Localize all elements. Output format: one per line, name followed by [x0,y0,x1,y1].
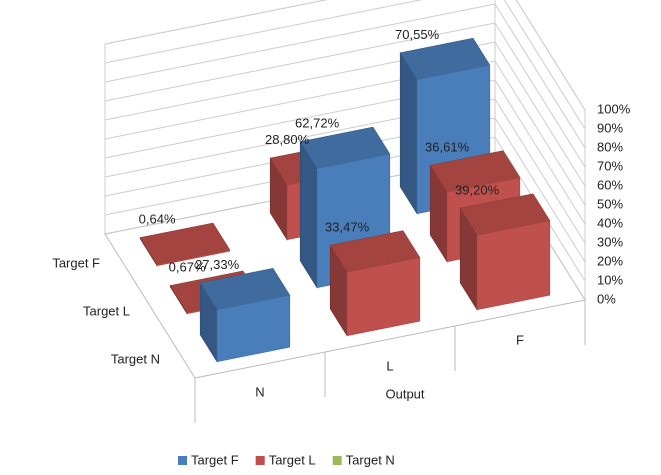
legend-swatch [178,456,187,465]
bar [459,193,551,311]
bar [199,268,291,363]
legend-label: Target F [191,452,239,467]
bar [329,230,421,337]
value-label: 27,33% [195,257,240,272]
bar-front [156,249,231,267]
grid-line [104,0,586,130]
grid-line [104,22,586,168]
value-label: 62,72% [295,116,340,131]
y-tick-label: 70% [597,158,623,173]
value-label: 70,55% [395,27,440,42]
value-label: 36,61% [425,139,470,154]
bar-front [476,220,551,311]
value-label: 0,67% [169,260,206,275]
depth-label: Target F [52,255,100,270]
grid-line [104,79,586,225]
bar-front [346,257,421,337]
grid-line [104,117,586,263]
depth-label: Target N [111,351,160,366]
value-label: 39,20% [455,182,500,197]
grid-line [104,0,586,111]
x-tick-label: L [386,358,393,373]
y-tick-label: 40% [597,215,623,230]
grid-line [104,3,586,149]
y-tick-label: 60% [597,177,623,192]
y-tick-label: 80% [597,139,623,154]
y-tick-label: 30% [597,234,623,249]
value-label: 0,64% [139,212,176,227]
x-tick-label: N [255,384,264,399]
y-tick-label: 50% [597,196,623,211]
value-label: 33,47% [325,219,370,234]
y-tick-label: 10% [597,272,623,287]
x-tick-label: F [516,332,524,347]
depth-label: Target L [83,303,130,318]
grid-line [104,60,586,206]
grid-line [104,41,586,187]
grid-line [104,136,586,282]
legend-swatch [332,456,342,465]
x-axis-label: Output [385,386,424,401]
y-tick-label: 90% [597,120,623,135]
value-label: 28,80% [265,132,310,147]
y-tick-label: 0% [597,291,616,306]
legend-swatch [255,456,265,465]
y-tick-label: 100% [597,101,631,116]
bar-side [399,51,418,215]
bar-front [216,294,291,363]
y-tick-label: 20% [597,253,623,268]
legend-label: Target N [346,452,395,467]
grid-line [104,98,586,244]
legend-label: Target L [269,452,316,467]
bar [139,222,231,267]
